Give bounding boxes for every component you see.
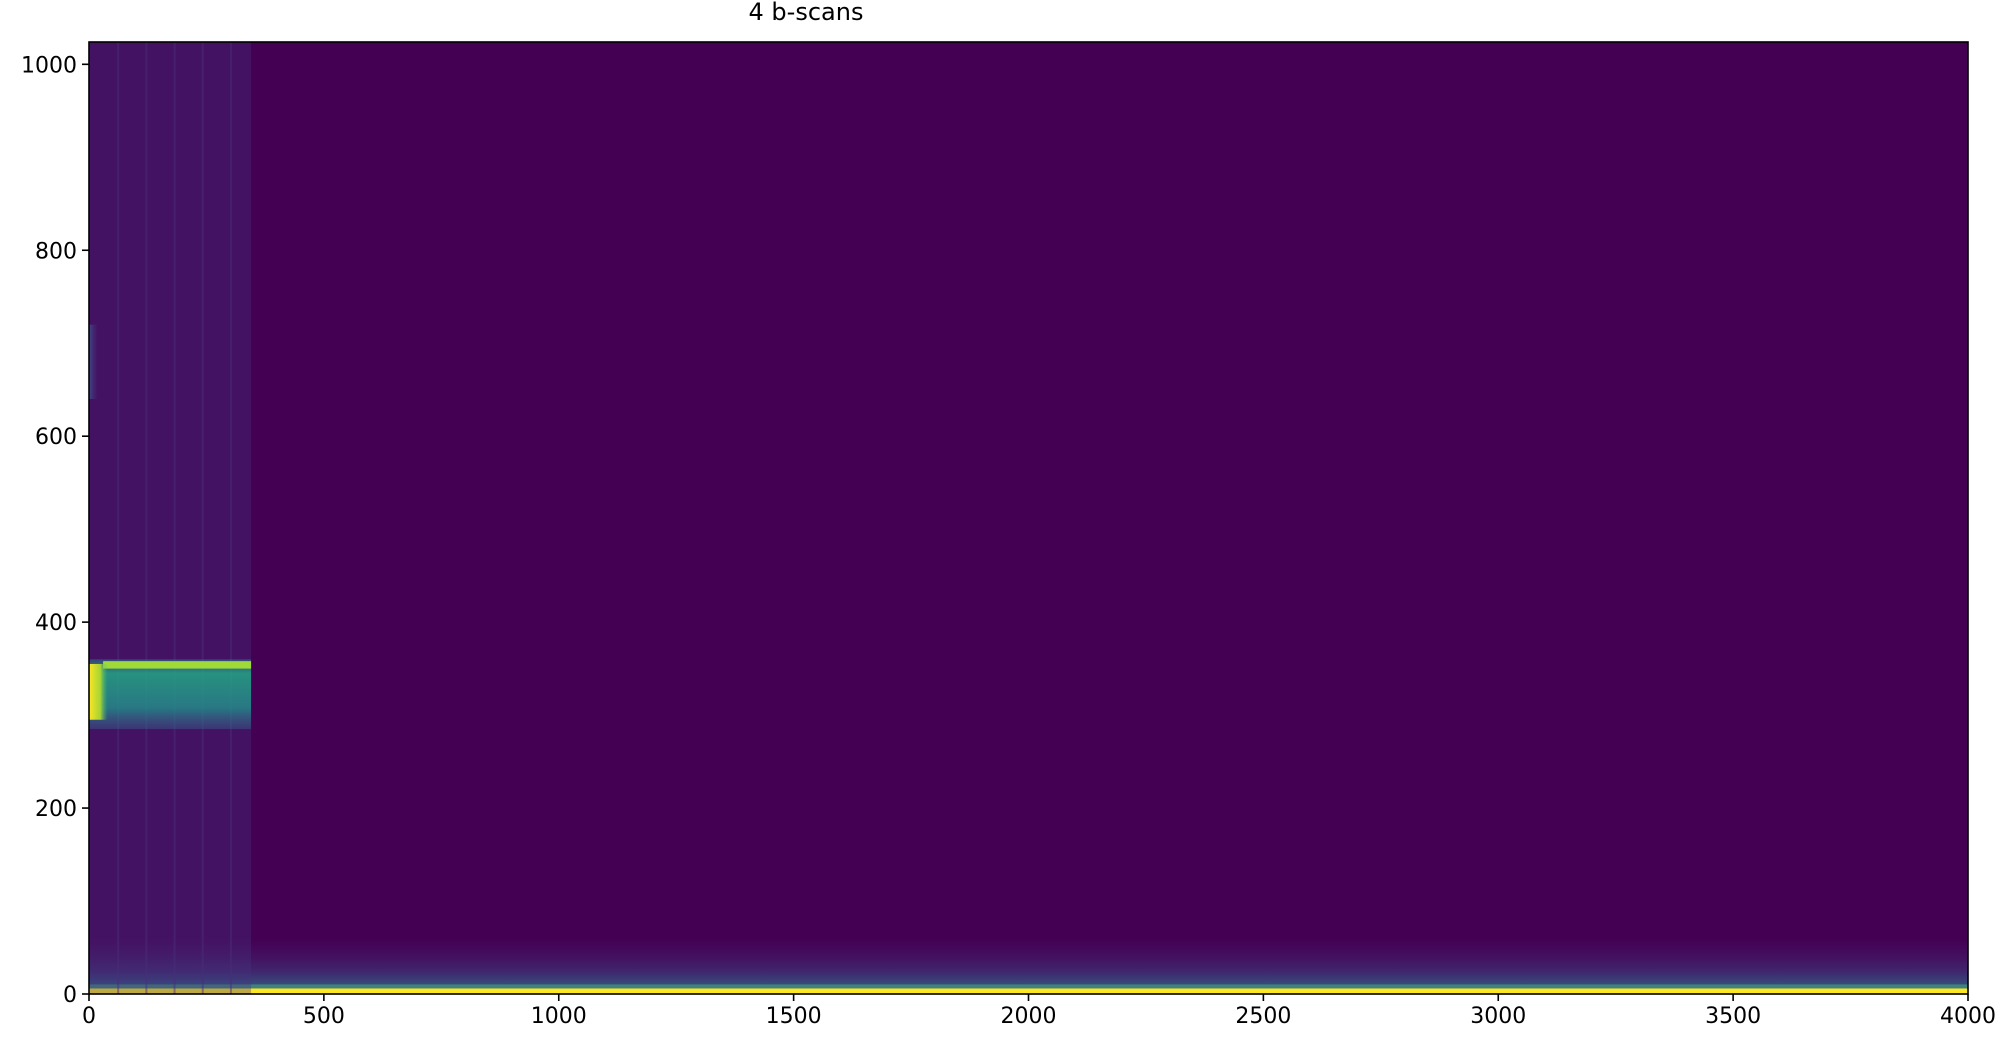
bright-spot [89, 663, 108, 720]
surface-reflection-line [89, 988, 1968, 994]
scan-stripe-4 [229, 42, 232, 994]
x-tick-label: 4000 [1940, 1004, 1996, 1029]
reflector-top-edge [103, 661, 252, 669]
x-tick-label: 0 [82, 1004, 96, 1029]
y-tick-label: 600 [35, 425, 77, 450]
x-tick-label: 1000 [531, 1004, 587, 1029]
scan-stripe-1 [145, 42, 148, 994]
y-axis: 0 200 400 600 800 1000 [21, 53, 89, 1008]
x-tick-label: 3500 [1705, 1004, 1761, 1029]
near-surface-glow [89, 938, 1968, 989]
x-tick-label: 2000 [1001, 1004, 1057, 1029]
x-tick-label: 2500 [1235, 1004, 1291, 1029]
scan-stripe-2 [173, 42, 176, 994]
heatmap-background [89, 42, 1968, 994]
y-tick-label: 800 [35, 239, 77, 264]
y-tick-label: 400 [35, 611, 77, 636]
x-tick-label: 500 [303, 1004, 345, 1029]
y-tick-label: 0 [63, 983, 77, 1008]
chart-title: 4 b-scans [749, 0, 864, 26]
scan-stripe-0 [117, 42, 120, 994]
y-tick-label: 200 [35, 797, 77, 822]
reflector-band [89, 659, 252, 730]
x-tick-label: 3000 [1470, 1004, 1526, 1029]
scan-stripe-3 [201, 42, 204, 994]
faint-spot [89, 324, 99, 399]
scan-region-tint [89, 42, 252, 994]
y-tick-label: 1000 [21, 53, 77, 78]
heatmap-image [89, 42, 1968, 994]
x-axis: 0 500 1000 1500 2000 2500 3000 3500 4000 [82, 994, 1996, 1029]
x-tick-label: 1500 [766, 1004, 822, 1029]
